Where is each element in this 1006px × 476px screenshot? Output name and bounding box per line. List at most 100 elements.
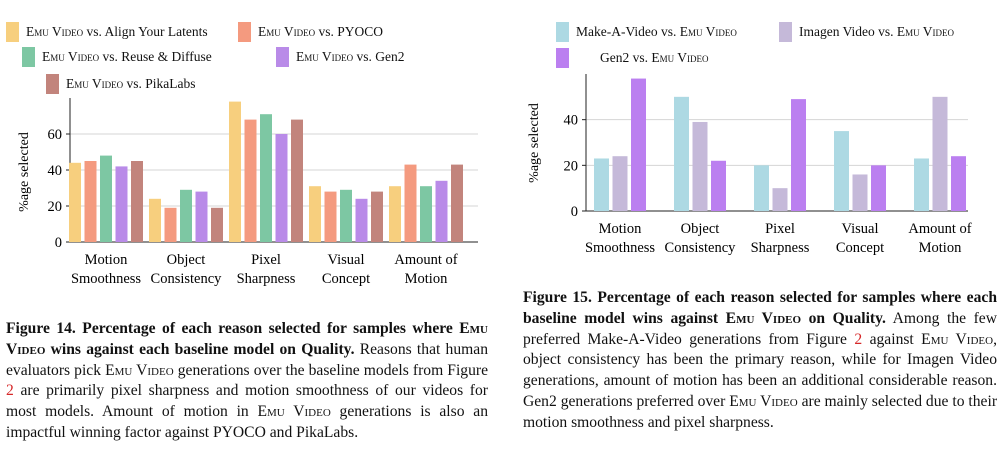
x-tick-label: Smoothness xyxy=(71,271,141,287)
bar xyxy=(594,158,609,211)
y-tick-label: 20 xyxy=(48,199,63,215)
legend-emu-label: Emu Video vs. Reuse & Diffuse xyxy=(42,49,212,64)
bar xyxy=(180,189,192,242)
legend-emu-label: Imagen Video vs. Emu Video xyxy=(799,24,955,39)
x-tick-label: Motion xyxy=(599,221,642,237)
bar xyxy=(834,131,849,211)
y-tick-label: 0 xyxy=(571,204,578,220)
left-chart: 0 20 40 60 %age selected Motion Smoothness Obje… xyxy=(17,98,478,287)
legend-item-imagen: Imagen Video vs. Emu Video xyxy=(779,22,954,42)
bar xyxy=(164,207,177,242)
x-tick-label: Visual xyxy=(328,252,365,268)
bar xyxy=(914,158,929,211)
x-tick-label: Pixel xyxy=(251,252,281,268)
y-tick-label: 20 xyxy=(564,158,579,174)
legend-emu-label: Emu Video vs. PikaLabs xyxy=(66,76,196,91)
x-tick-label: Amount of xyxy=(394,252,457,268)
bar xyxy=(951,156,966,211)
bar xyxy=(229,101,241,242)
legend-swatch-makeavideo xyxy=(556,22,569,42)
legend-swatch-imagen xyxy=(779,22,792,42)
x-tick-label: Visual xyxy=(842,221,879,237)
x-tick-label: Amount of xyxy=(908,221,971,237)
y-tick-label: 40 xyxy=(564,113,579,129)
bar xyxy=(309,186,321,242)
bar xyxy=(852,174,868,211)
bar xyxy=(324,191,337,242)
y-tick-label: 60 xyxy=(48,127,63,143)
bar xyxy=(371,191,383,242)
right-chart: 0 20 40 %age selected Motion Smoothness Object… xyxy=(527,74,972,256)
bar xyxy=(355,198,368,242)
bar xyxy=(340,189,352,242)
y-tick-label: 0 xyxy=(55,235,62,251)
bar xyxy=(195,191,208,242)
bar xyxy=(260,114,272,242)
bar xyxy=(711,160,726,211)
legend-swatch-align xyxy=(6,22,19,42)
legend-item-gen2: Emu Video vs. Gen2 xyxy=(276,47,405,67)
legend-item-gen2-right: Gen2 vs. Emu Video xyxy=(556,48,709,68)
y-axis-label: %age selected xyxy=(527,103,542,183)
bar xyxy=(612,156,628,211)
bar xyxy=(115,166,128,242)
bar xyxy=(451,164,463,242)
x-tick-label: Consistency xyxy=(151,271,223,287)
x-tick-label: Smoothness xyxy=(585,240,655,256)
legend-item-align: Emu Video vs. Align Your Latents xyxy=(6,22,208,42)
bar xyxy=(932,96,948,211)
x-tick-label: Concept xyxy=(836,240,884,256)
bar xyxy=(631,78,646,211)
bar xyxy=(100,155,112,242)
bar xyxy=(754,165,769,211)
bar xyxy=(84,161,97,242)
x-tick-label: Sharpness xyxy=(237,271,296,287)
legend-emu-label: Emu Video vs. Gen2 xyxy=(296,49,405,64)
legend-item-makeavideo: Make-A-Video vs. Emu Video xyxy=(556,22,737,42)
bar xyxy=(389,186,401,242)
bar xyxy=(871,165,886,211)
legend-emu-label: Emu Video vs. PYOCO xyxy=(258,24,384,39)
bar xyxy=(69,162,81,242)
x-tick-label: Object xyxy=(167,252,206,268)
y-axis-label: %age selected xyxy=(17,132,32,212)
bar xyxy=(211,207,223,242)
bar xyxy=(692,121,708,211)
x-tick-label: Consistency xyxy=(665,240,737,256)
bar xyxy=(275,134,288,242)
legend-emu-label: Make-A-Video vs. Emu Video xyxy=(576,24,737,39)
bar xyxy=(131,161,143,242)
legend-emu-label: Gen2 vs. Emu Video xyxy=(600,50,709,65)
x-tick-label: Object xyxy=(681,221,720,237)
bar xyxy=(149,198,161,242)
x-tick-label: Motion xyxy=(919,240,962,256)
x-tick-label: Concept xyxy=(322,271,370,287)
bar xyxy=(404,164,417,242)
x-tick-label: Motion xyxy=(85,252,128,268)
figure-14-caption: Figure 14. Percentage of each reason sel… xyxy=(6,320,488,441)
x-tick-label: Motion xyxy=(405,271,448,287)
legend-emu-label: Emu Video vs. Align Your Latents xyxy=(26,24,208,39)
figure-reference[interactable]: 2 xyxy=(854,330,863,348)
bar xyxy=(420,186,432,242)
bar xyxy=(772,188,788,211)
y-tick-label: 40 xyxy=(48,163,63,179)
legend-item-pyoco: Emu Video vs. PYOCO xyxy=(238,22,383,42)
x-tick-label: Pixel xyxy=(765,221,795,237)
bar xyxy=(435,180,448,242)
legend-swatch-gen2-right xyxy=(556,48,569,68)
legend-swatch-pika xyxy=(46,74,59,94)
bar xyxy=(791,99,806,211)
bar xyxy=(674,96,689,211)
bar xyxy=(291,119,303,242)
legend-swatch-gen2 xyxy=(276,47,289,67)
x-tick-label: Sharpness xyxy=(751,240,810,256)
legend-item-pika: Emu Video vs. PikaLabs xyxy=(46,74,196,94)
figure-15-caption: Figure 15. Percentage of each reason sel… xyxy=(523,289,998,431)
legend-swatch-reuse xyxy=(22,47,35,67)
legend-item-reuse: Emu Video vs. Reuse & Diffuse xyxy=(22,47,212,67)
figure-reference[interactable]: 2 xyxy=(6,382,14,400)
legend-swatch-pyoco xyxy=(238,22,251,42)
bar xyxy=(244,119,257,242)
